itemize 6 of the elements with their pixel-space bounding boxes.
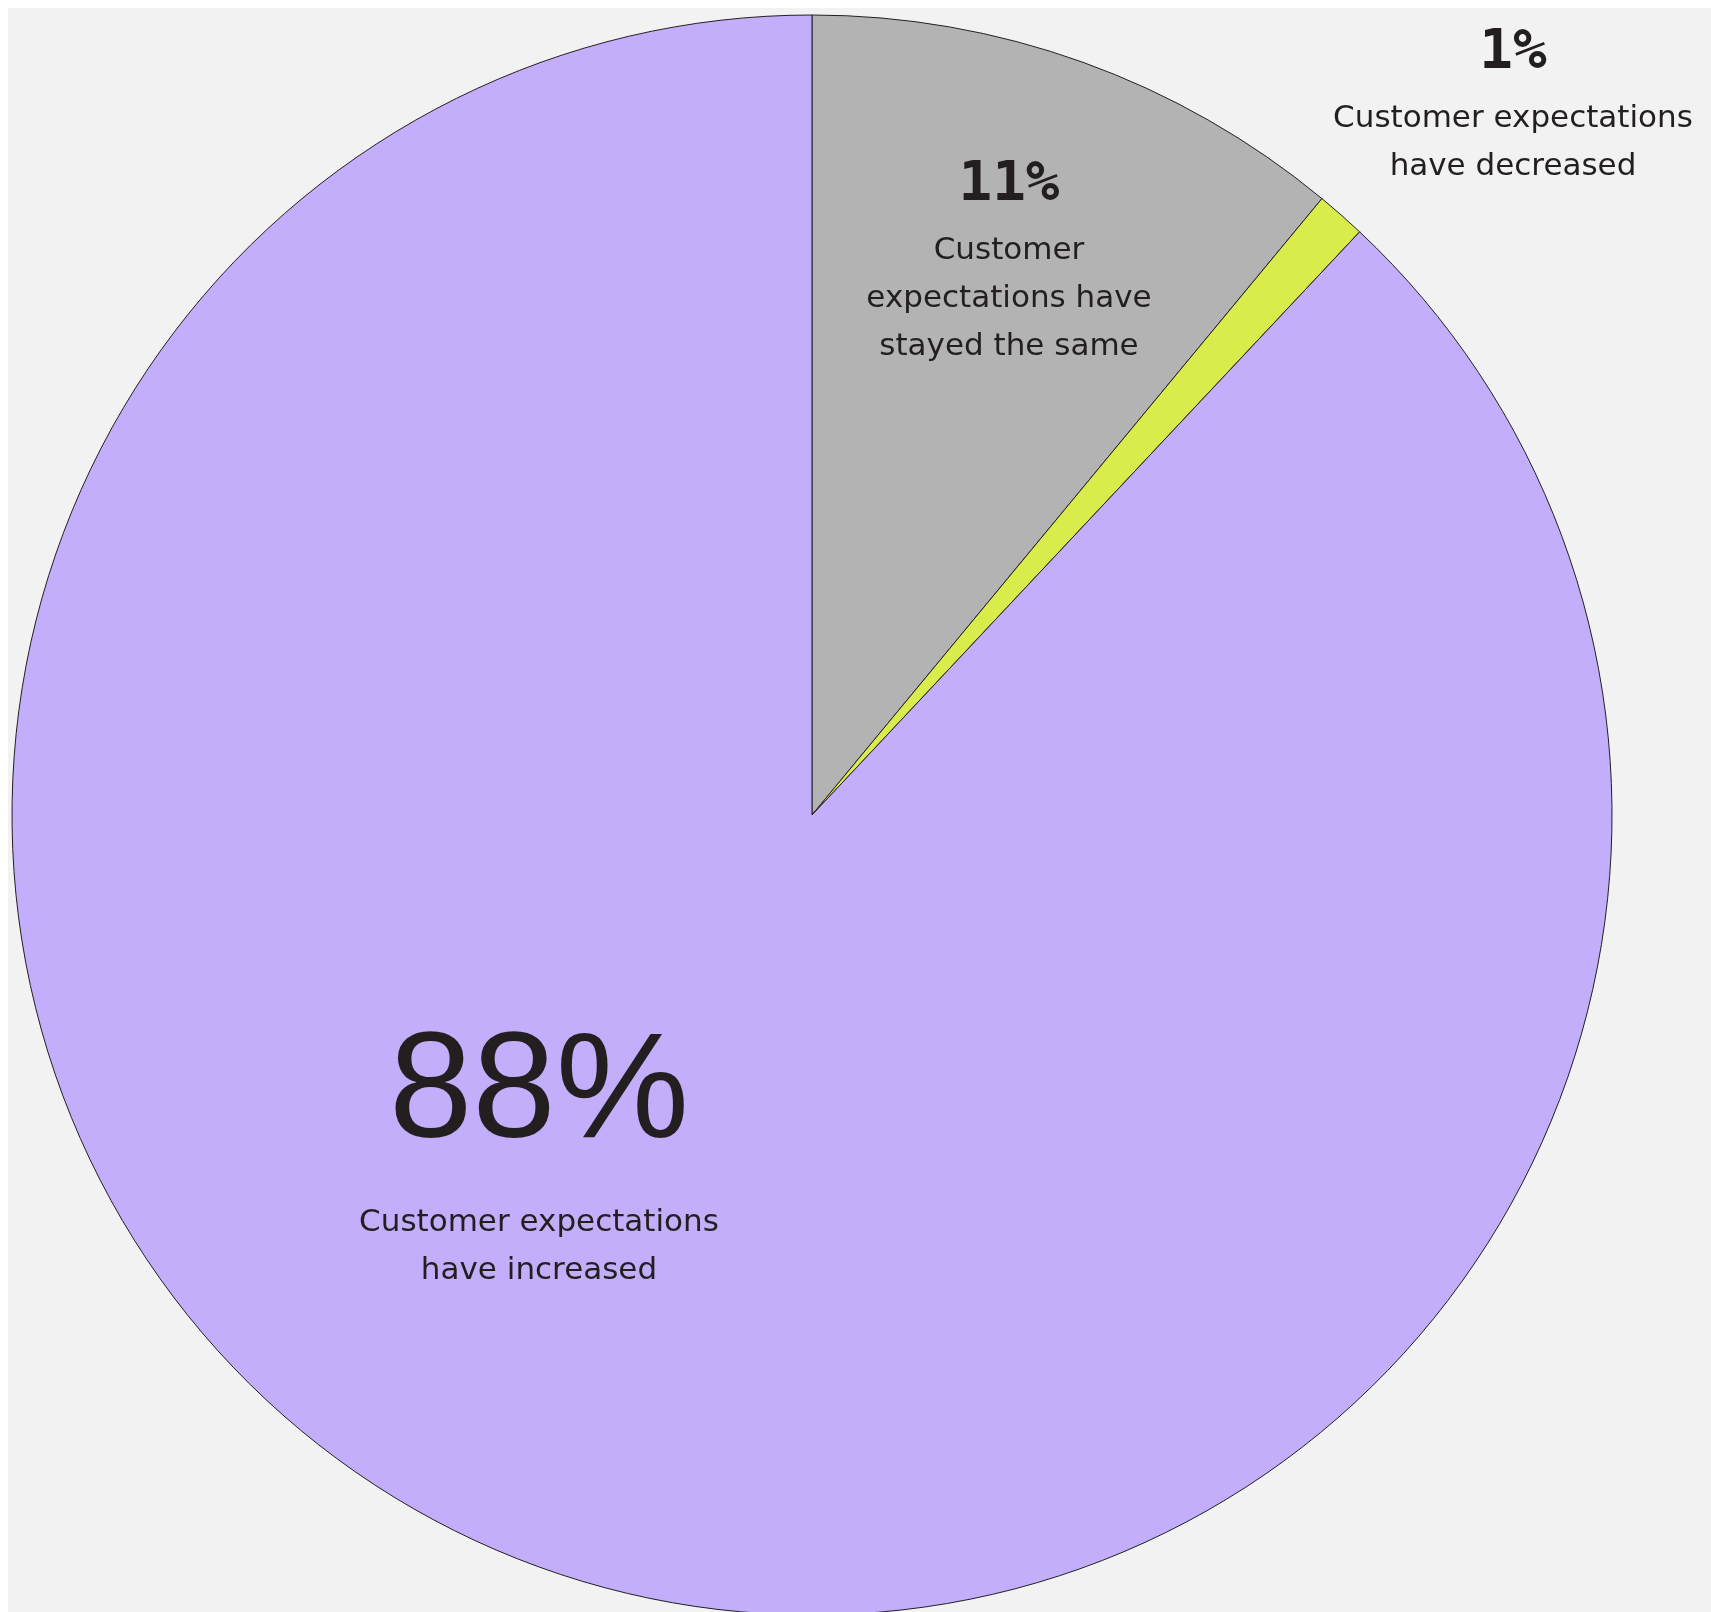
slice-label: Customer expectations have increased [359,1202,719,1286]
slice-label: Customer expectations have stayed the same [866,230,1152,362]
data-label: 88% [388,1001,690,1169]
data-label: 11% [958,147,1060,213]
data-label: 1% [1479,15,1547,81]
slice-label: Customer expectations have decreased [1333,98,1693,182]
